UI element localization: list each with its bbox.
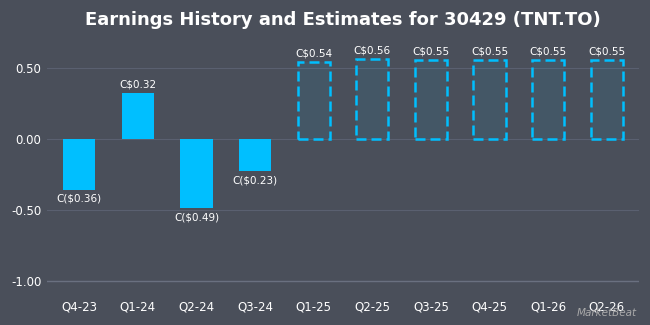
Text: C($0.49): C($0.49) [174,212,219,222]
Text: C$0.55: C$0.55 [412,47,449,57]
Bar [473,60,506,139]
Bar [63,139,96,190]
Title: Earnings History and Estimates for 30429 (TNT.TO): Earnings History and Estimates for 30429… [85,11,601,29]
Bar [239,139,271,172]
Bar [473,60,506,139]
Bar [591,60,623,139]
Text: C$0.56: C$0.56 [354,46,391,56]
Text: C$0.55: C$0.55 [588,47,625,57]
Text: C$0.55: C$0.55 [530,47,567,57]
Bar [122,93,154,139]
Bar [356,59,389,139]
Bar [180,139,213,209]
Text: C($0.23): C($0.23) [233,175,278,185]
Bar [298,62,330,139]
Bar [532,60,564,139]
Bar [415,60,447,139]
Bar [415,60,447,139]
Text: C$0.55: C$0.55 [471,47,508,57]
Bar [532,60,564,139]
Bar [298,62,330,139]
Bar [356,59,389,139]
Text: C($0.36): C($0.36) [57,194,102,203]
Text: C$0.32: C$0.32 [120,80,157,90]
Text: C$0.54: C$0.54 [295,48,332,58]
Bar [591,60,623,139]
Text: MarketBeat: MarketBeat [577,308,637,318]
